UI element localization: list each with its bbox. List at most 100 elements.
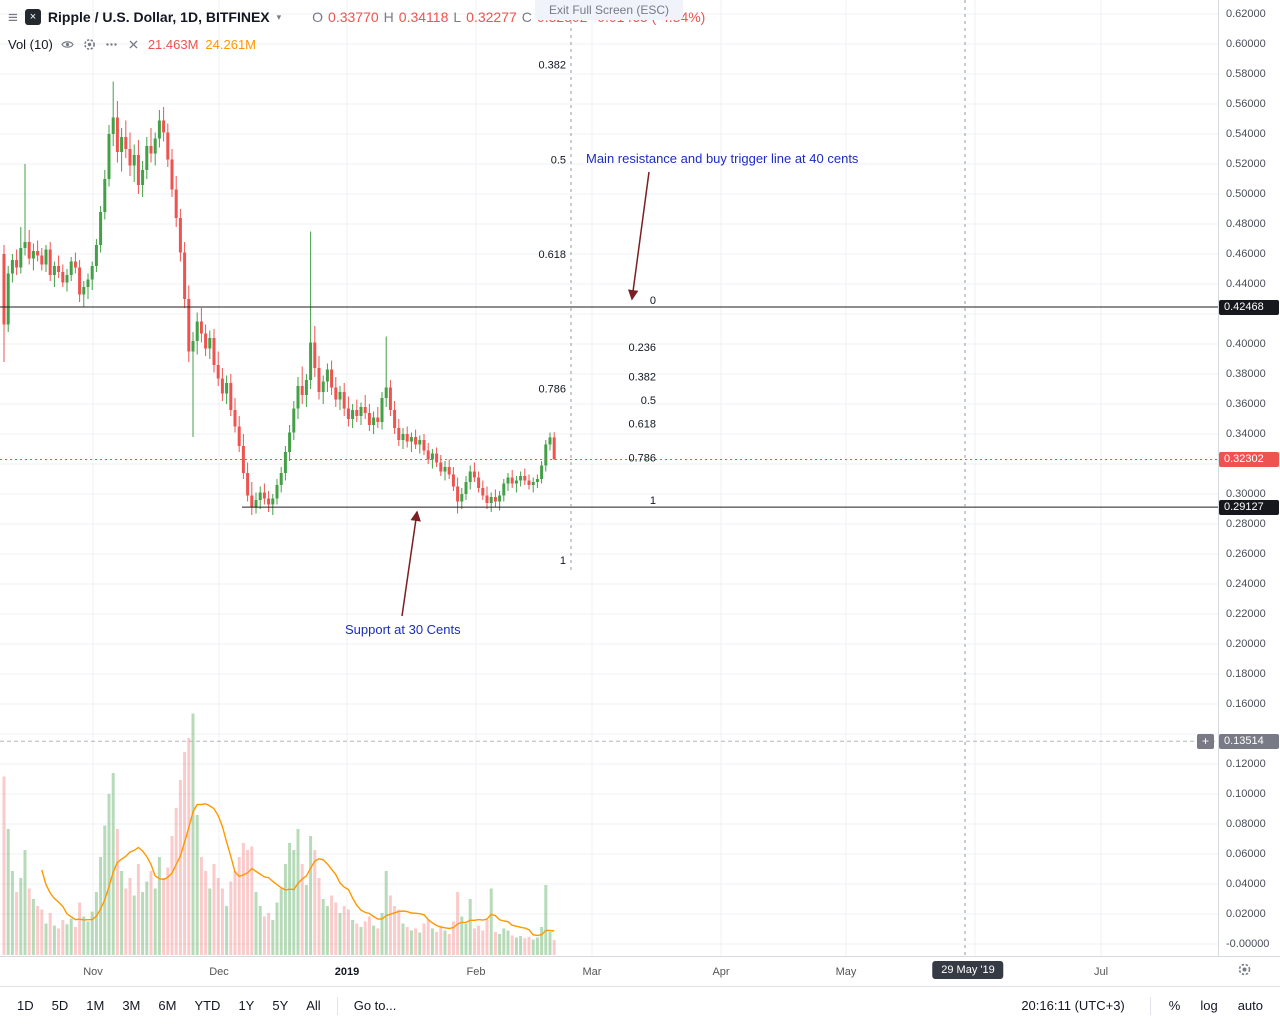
- more-options-icon[interactable]: [104, 37, 119, 52]
- price-tick: 0.46000: [1226, 248, 1266, 260]
- time-axis[interactable]: Nov Dec 2019 Feb Mar Apr May Jul 29 May '19: [0, 956, 1280, 986]
- time-label: Mar: [582, 966, 602, 978]
- add-alert-plus-button[interactable]: +: [1197, 733, 1214, 749]
- clock[interactable]: 20:16:11 (UTC+3): [1021, 998, 1125, 1013]
- volume-legend: Vol (10) 21.463M 24.261M: [8, 37, 256, 52]
- svg-text:0.5: 0.5: [551, 154, 566, 166]
- range-button-1Y[interactable]: 1Y: [229, 993, 263, 1018]
- price-tick: 0.36000: [1226, 398, 1266, 410]
- range-button-5D[interactable]: 5D: [43, 993, 78, 1018]
- svg-text:0.382: 0.382: [538, 60, 566, 72]
- svg-text:0.618: 0.618: [538, 249, 566, 261]
- range-button-All[interactable]: All: [297, 993, 329, 1018]
- last-price-label: 0.32302: [1219, 452, 1279, 467]
- time-label: Jul: [1093, 966, 1109, 978]
- chart-menu-icon[interactable]: ≡: [8, 7, 18, 27]
- ripple-logo-icon: ×: [24, 9, 41, 25]
- range-button-6M[interactable]: 6M: [149, 993, 185, 1018]
- range-button-5Y[interactable]: 5Y: [263, 993, 297, 1018]
- time-axis-settings-gear-icon[interactable]: [1237, 962, 1252, 982]
- price-tick: 0.44000: [1226, 278, 1266, 290]
- price-tick: 0.06000: [1226, 848, 1266, 860]
- svg-text:0.786: 0.786: [538, 383, 566, 395]
- svg-text:0.618: 0.618: [628, 419, 656, 431]
- price-tick: 0.58000: [1226, 68, 1266, 80]
- price-tick: 0.30000: [1226, 488, 1266, 500]
- high-value: 0.34118: [398, 9, 449, 25]
- date-range-buttons: 1D 5D 1M 3M 6M YTD 1Y 5Y All: [8, 993, 330, 1018]
- open-value: 0.33770: [328, 9, 379, 25]
- price-tick: 0.04000: [1226, 878, 1266, 890]
- price-tick: 0.18000: [1226, 668, 1266, 680]
- price-tick: 0.60000: [1226, 38, 1266, 50]
- volume-ma-value: 24.261M: [205, 37, 256, 52]
- price-axis[interactable]: 0.62000 0.60000 0.58000 0.56000 0.54000 0.520…: [1218, 0, 1280, 956]
- resistance-annotation[interactable]: Main resistance and buy trigger line at …: [586, 151, 859, 166]
- svg-text:0.786: 0.786: [628, 452, 656, 464]
- percent-scale-button[interactable]: %: [1160, 993, 1190, 1018]
- close-icon[interactable]: [126, 37, 141, 52]
- price-tick: 0.48000: [1226, 218, 1266, 230]
- date-highlight-label: 29 May '19: [932, 961, 1004, 979]
- price-tick: 0.38000: [1226, 368, 1266, 380]
- log-scale-button[interactable]: log: [1191, 993, 1226, 1018]
- time-label: Nov: [83, 966, 103, 978]
- svg-text:1: 1: [650, 495, 656, 507]
- range-button-YTD[interactable]: YTD: [185, 993, 229, 1018]
- close-label: C: [521, 9, 532, 25]
- auto-scale-button[interactable]: auto: [1229, 993, 1272, 1018]
- volume-value: 21.463M: [147, 37, 199, 52]
- svg-text:1: 1: [560, 555, 566, 567]
- price-tick: 0.02000: [1226, 908, 1266, 920]
- price-tick: 0.20000: [1226, 638, 1266, 650]
- goto-button[interactable]: Go to...: [345, 993, 406, 1018]
- symbol-legend: ≡ × Ripple / U.S. Dollar, 1D, BITFINEX ▾…: [8, 7, 705, 27]
- price-tick: 0.22000: [1226, 608, 1266, 620]
- exit-fullscreen-button[interactable]: Exit Full Screen (ESC): [534, 0, 684, 20]
- open-label: O: [312, 9, 324, 25]
- price-tick: 0.56000: [1226, 98, 1266, 110]
- price-tick: 0.54000: [1226, 128, 1266, 140]
- price-tick: 0.52000: [1226, 158, 1266, 170]
- symbol-title[interactable]: Ripple / U.S. Dollar, 1D, BITFINEX: [47, 9, 270, 25]
- time-label-year: 2019: [334, 966, 360, 978]
- chevron-down-icon[interactable]: ▾: [276, 11, 282, 22]
- price-tick: 0.40000: [1226, 338, 1266, 350]
- range-button-1M[interactable]: 1M: [77, 993, 113, 1018]
- toolbar-divider: [1149, 996, 1151, 1015]
- price-tick: -0.00000: [1226, 938, 1270, 950]
- svg-text:0.382: 0.382: [628, 371, 656, 383]
- gear-icon[interactable]: [82, 37, 97, 52]
- price-tick: 0.50000: [1226, 188, 1266, 200]
- volume-indicator-label[interactable]: Vol (10): [8, 37, 53, 52]
- high-label: H: [383, 9, 394, 25]
- toolbar-divider: [336, 996, 338, 1015]
- low-label: L: [453, 9, 462, 25]
- resistance-price-label: 0.42468: [1219, 299, 1279, 315]
- chart-canvas[interactable]: 0.382 0.5 0.618 0.786 1 0 0.236 0.382 0.5 0.618 0.…: [0, 0, 1218, 956]
- price-tick: 0.24000: [1226, 578, 1266, 590]
- support-price-label: 0.29127: [1219, 499, 1279, 515]
- svg-text:0.5: 0.5: [641, 395, 656, 407]
- time-label: Apr: [712, 966, 730, 978]
- price-tick: 0.62000: [1226, 8, 1266, 20]
- price-tick: 0.26000: [1226, 548, 1266, 560]
- time-label: Feb: [466, 966, 486, 978]
- support-annotation[interactable]: Support at 30 Cents: [345, 622, 461, 637]
- price-tick: 0.08000: [1226, 818, 1266, 830]
- svg-text:0: 0: [650, 295, 656, 307]
- price-tick: 0.28000: [1226, 518, 1266, 530]
- range-button-1D[interactable]: 1D: [8, 993, 43, 1018]
- range-button-3M[interactable]: 3M: [113, 993, 149, 1018]
- price-tick: 0.34000: [1226, 428, 1266, 440]
- bottom-toolbar: 1D 5D 1M 3M 6M YTD 1Y 5Y All Go to... 20:16:11 (…: [0, 986, 1280, 1024]
- price-tick: 0.10000: [1226, 788, 1266, 800]
- price-tick: 0.16000: [1226, 698, 1266, 710]
- svg-text:0.236: 0.236: [628, 342, 656, 354]
- time-label: May: [835, 966, 857, 978]
- eye-icon[interactable]: [60, 37, 75, 52]
- price-tick: 0.12000: [1226, 758, 1266, 770]
- chart-plot-area[interactable]: 0.382 0.5 0.618 0.786 1 0 0.236 0.382 0.5 0.618 0.…: [0, 0, 1218, 956]
- low-value: 0.32277: [466, 9, 517, 25]
